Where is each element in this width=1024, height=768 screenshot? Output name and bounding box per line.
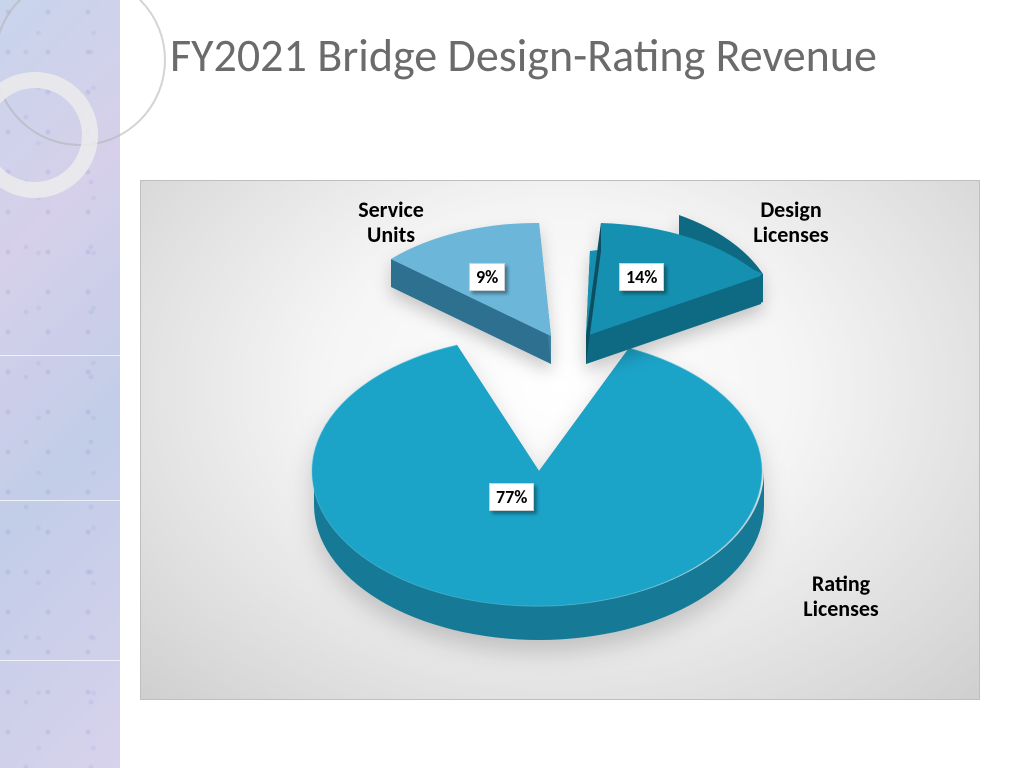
pct-design-licenses: 14% (619, 263, 664, 291)
chart-panel: ServiceUnits DesignLicenses RatingLicens… (140, 180, 980, 700)
pie-chart (141, 181, 981, 701)
label-design-licenses: DesignLicenses (731, 197, 851, 248)
label-rating-licenses: RatingLicenses (781, 571, 901, 622)
label-service-units: ServiceUnits (331, 197, 451, 248)
slice-rating-licenses (312, 345, 764, 640)
pct-service-units: 9% (469, 263, 505, 291)
pct-rating-licenses: 77% (489, 483, 534, 511)
slide-title: FY2021 Bridge Design-Rating Revenue (170, 30, 930, 83)
decorative-sidebar (0, 0, 120, 768)
